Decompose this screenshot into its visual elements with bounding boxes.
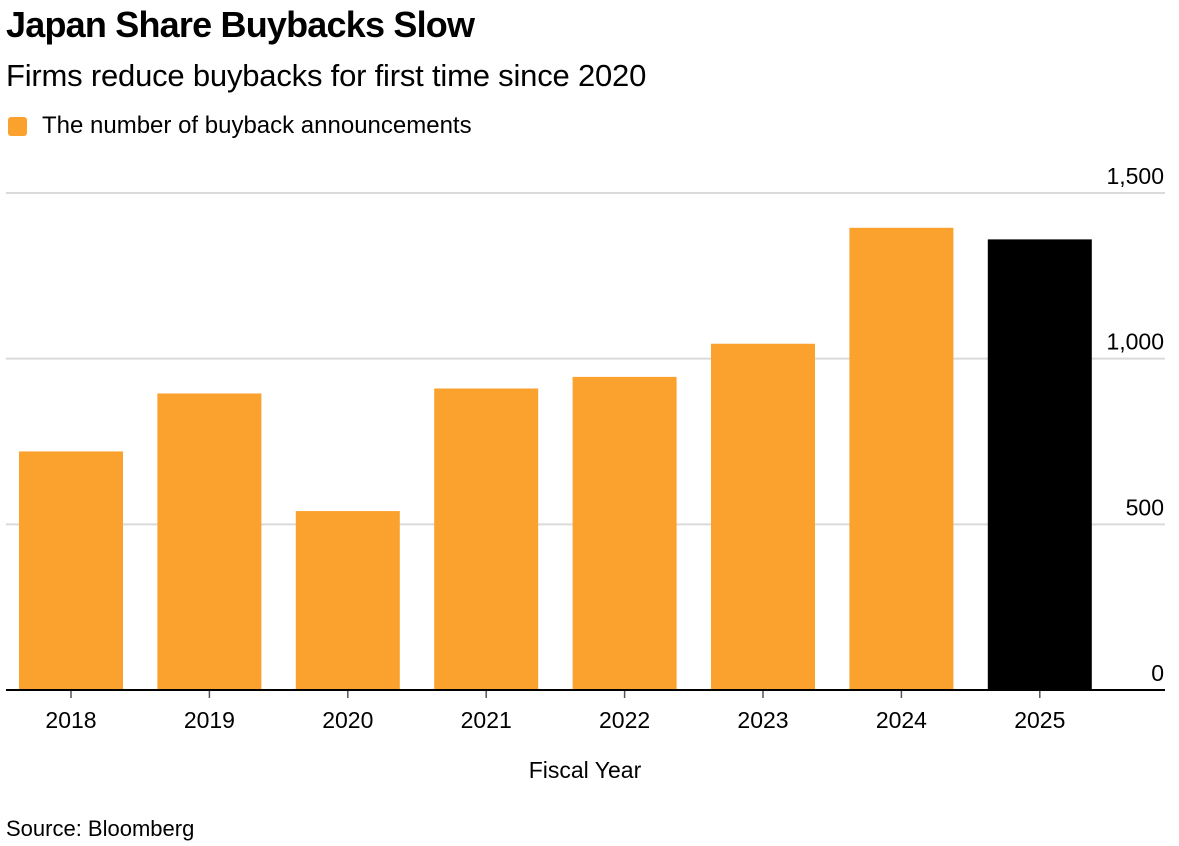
source-note: Source: Bloomberg <box>6 816 195 841</box>
x-tick-label: 2023 <box>737 707 788 733</box>
y-tick-label: 1,000 <box>1106 329 1164 355</box>
chart-legend: The number of buyback announcements <box>8 110 472 142</box>
legend-swatch <box>8 116 27 136</box>
x-tick-label: 2019 <box>184 707 235 733</box>
legend-label: The number of buyback announcements <box>42 112 472 139</box>
bar-2019 <box>157 393 262 690</box>
chart-title: Japan Share Buybacks Slow <box>6 4 475 45</box>
chart-subtitle: Firms reduce buybacks for first time sin… <box>6 58 647 93</box>
bar-2022 <box>572 376 677 690</box>
bar-2018 <box>19 451 123 690</box>
x-tick-label: 2024 <box>876 707 927 733</box>
bars <box>19 227 1092 691</box>
bar-2025 <box>987 239 1092 691</box>
bar-2023 <box>711 343 815 690</box>
axes: 0 500 1,000 1,500 2018 2019 2020 2021 2022 2023 20… <box>6 163 1165 733</box>
x-tick-label: 2021 <box>461 707 512 733</box>
x-tick-label: 2020 <box>322 707 373 733</box>
bar-2024 <box>849 227 954 691</box>
x-axis-title: Fiscal Year <box>529 757 642 783</box>
bar-2021 <box>434 388 539 690</box>
x-tick-label: 2025 <box>1014 707 1065 733</box>
bar-2020 <box>295 511 400 690</box>
x-tick-label: 2018 <box>45 707 96 733</box>
y-tick-label: 1,500 <box>1106 163 1164 189</box>
y-tick-label: 0 <box>1151 660 1164 686</box>
x-tick-label: 2022 <box>599 707 650 733</box>
y-tick-label: 500 <box>1126 494 1164 520</box>
